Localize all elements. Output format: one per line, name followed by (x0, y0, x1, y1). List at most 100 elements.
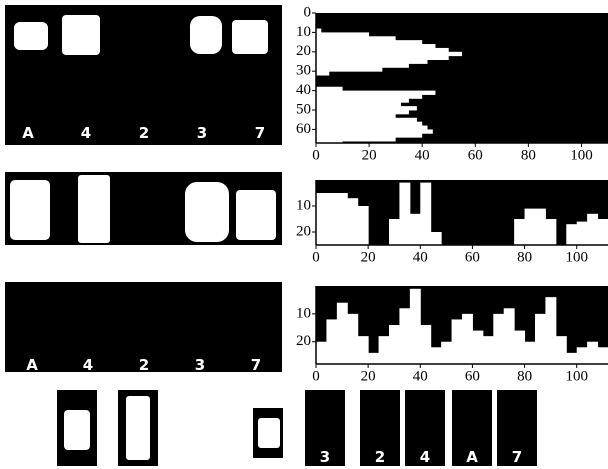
bar (504, 308, 515, 364)
segments: 324A7 (305, 390, 537, 466)
bar (316, 87, 343, 91)
bar (483, 336, 494, 364)
bar (577, 222, 588, 245)
bar (316, 63, 409, 67)
bar (316, 129, 433, 133)
x-tick-label: 60 (465, 368, 480, 384)
bar (316, 32, 369, 36)
bar (577, 347, 588, 364)
x-tick-label: 100 (565, 368, 588, 384)
bar (316, 48, 449, 52)
bar (514, 331, 525, 364)
bar (379, 336, 390, 364)
bar (545, 219, 556, 245)
bar (316, 133, 422, 137)
bar (316, 106, 417, 110)
bar (337, 193, 348, 245)
x-tick-label: 100 (565, 249, 588, 265)
x-tick-label: 80 (517, 368, 532, 384)
bar (358, 206, 369, 245)
segment-char: 7 (512, 448, 522, 466)
bar (431, 232, 442, 245)
bar (368, 353, 379, 364)
x-tick-label: 80 (521, 147, 536, 163)
bar (587, 214, 598, 245)
bar (514, 219, 525, 245)
plate-char: 2 (139, 356, 149, 374)
bar (316, 60, 427, 64)
bar (316, 36, 396, 40)
bar (316, 98, 409, 102)
bar (399, 183, 410, 245)
bar (316, 56, 449, 60)
bar (462, 314, 473, 364)
plate-char: 3 (195, 356, 205, 374)
y-tick-label: 30 (296, 63, 311, 79)
segment-char: A (466, 448, 478, 466)
bar (472, 331, 483, 364)
y-tick-label: 10 (296, 197, 311, 213)
bar (410, 214, 421, 245)
bar (525, 342, 536, 364)
plate-char: A (26, 356, 38, 374)
x-tick-label: 20 (362, 147, 377, 163)
y-tick-label: 50 (296, 101, 311, 117)
x-tick-label: 40 (415, 147, 430, 163)
y-tick-label: 60 (296, 121, 311, 137)
plate-char: 2 (139, 124, 149, 142)
segment-char: 4 (420, 448, 430, 466)
x-tick-label: 0 (312, 147, 320, 163)
x-tick-label: 0 (312, 368, 320, 384)
bar (316, 44, 435, 48)
plate-char: 7 (255, 124, 265, 142)
bar (441, 342, 452, 364)
bar (316, 52, 462, 56)
bar (566, 353, 577, 364)
bar (316, 102, 401, 106)
bar (316, 193, 327, 245)
bar (525, 209, 536, 245)
bar (598, 347, 608, 364)
bar (420, 183, 431, 245)
bar (493, 314, 504, 364)
bar (316, 40, 422, 44)
bar (316, 110, 409, 114)
plate-char: 7 (251, 356, 261, 374)
bar (316, 118, 417, 122)
segment-char: 2 (375, 448, 385, 466)
bar (347, 198, 358, 245)
bar (545, 297, 556, 364)
bar (535, 314, 546, 364)
plate-char: A (22, 124, 34, 142)
bar (389, 325, 400, 364)
y-tick-label: 10 (296, 305, 311, 321)
y-tick-label: 10 (296, 24, 311, 40)
bar (316, 29, 321, 33)
bar (399, 308, 410, 364)
bar (358, 336, 369, 364)
bar (316, 122, 422, 126)
bar (316, 71, 329, 75)
bar (420, 325, 431, 364)
bar (431, 347, 442, 364)
page: {"chart_data": [ {"type": "bar", "orient… (0, 0, 608, 469)
plate-char: 4 (83, 356, 93, 374)
bar (535, 209, 546, 245)
plate-char: 3 (197, 124, 207, 142)
bar (347, 314, 358, 364)
bar (587, 342, 598, 364)
plate-char: 4 (81, 124, 91, 142)
x-tick-label: 40 (413, 249, 428, 265)
y-tick-label: 0 (304, 4, 312, 20)
bar (316, 342, 327, 364)
bar (326, 193, 337, 245)
x-tick-label: 20 (361, 368, 376, 384)
bar (556, 336, 567, 364)
x-tick-label: 60 (465, 249, 480, 265)
segment-blobs (57, 390, 283, 466)
x-tick-label: 100 (570, 147, 593, 163)
x-tick-label: 20 (361, 249, 376, 265)
bar (316, 91, 435, 95)
bar (452, 319, 463, 364)
x-tick-label: 80 (517, 249, 532, 265)
